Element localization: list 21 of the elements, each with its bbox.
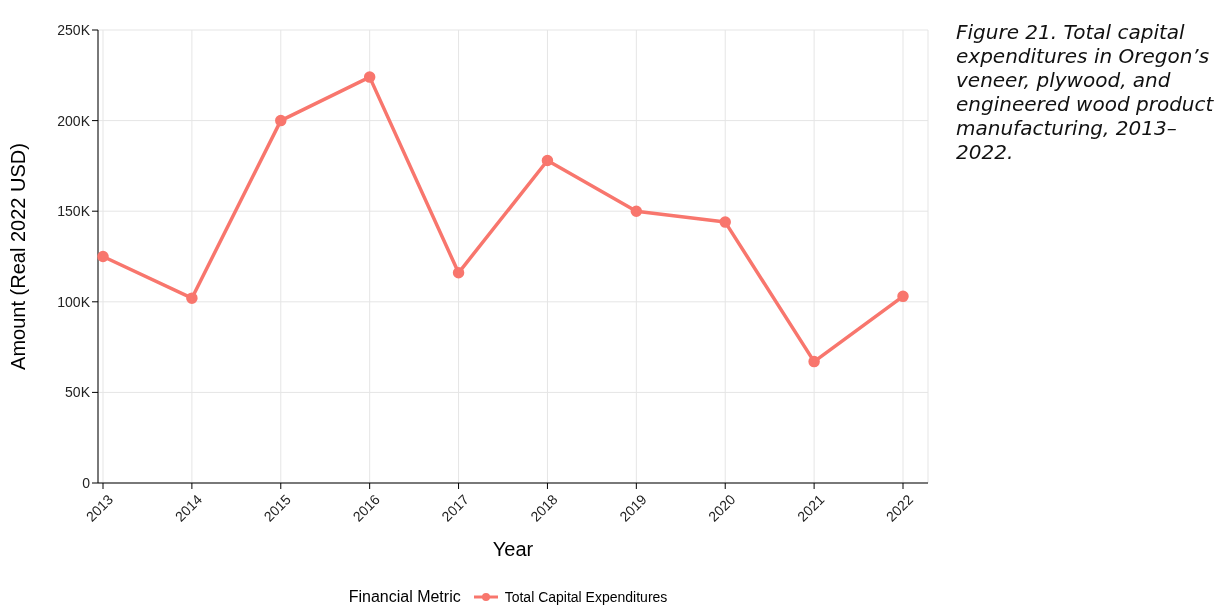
point <box>452 267 465 279</box>
y-axis-title: Amount (Real 2022 USD) <box>7 143 30 370</box>
y-tick-label: 200K <box>57 112 91 129</box>
x-axis-title: Year <box>492 538 534 560</box>
y-tick-label: 150K <box>57 203 91 220</box>
legend-label: Total Capital Expenditures <box>503 589 668 605</box>
y-tick-label: 250K <box>57 21 91 38</box>
point <box>897 290 909 303</box>
y-tick-label: 0 <box>82 474 91 491</box>
point <box>275 114 287 127</box>
point <box>808 355 820 368</box>
legend-title: Financial Metric <box>348 588 461 606</box>
point <box>186 292 198 304</box>
point <box>363 71 376 83</box>
point <box>541 154 554 167</box>
point <box>719 216 731 228</box>
point <box>97 250 109 263</box>
point <box>630 205 643 217</box>
y-tick-label: 100K <box>57 293 91 310</box>
y-tick-label: 50K <box>65 384 91 401</box>
text: Figure 21. Total capital expenditures in Oregon’s veneer, plywood, and engineered wood product manufacturing, 2013–2022. <box>956 20 1215 164</box>
